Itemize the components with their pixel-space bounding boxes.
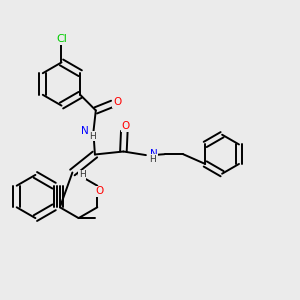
Text: O: O: [113, 97, 121, 107]
Text: H: H: [79, 170, 86, 179]
Text: N: N: [81, 126, 88, 136]
Text: N: N: [149, 148, 157, 159]
Text: H: H: [89, 132, 96, 141]
Text: Cl: Cl: [56, 34, 67, 44]
Text: O: O: [96, 186, 104, 196]
Text: O: O: [121, 121, 129, 131]
Text: H: H: [149, 154, 156, 164]
